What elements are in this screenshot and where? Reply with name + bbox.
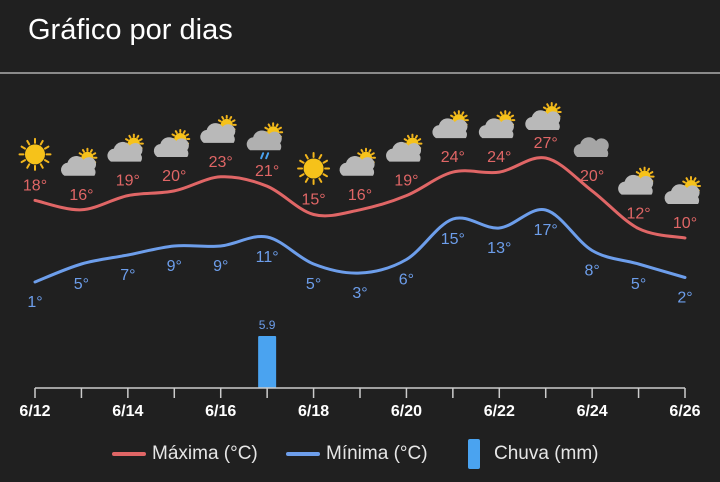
max-temp-label: 24° <box>487 149 511 166</box>
legend-item-rain: Chuva (mm) <box>468 436 599 472</box>
header-divider <box>0 72 720 74</box>
x-tick-label: 6/14 <box>112 403 143 420</box>
min-temp-label: 6° <box>399 272 414 289</box>
max-temp-label: 18° <box>23 177 47 194</box>
legend-label-max: Máxima (°C) <box>152 443 258 464</box>
legend-swatch-max <box>112 452 146 456</box>
cloud-sun-icon <box>664 176 701 204</box>
min-temp-label: 7° <box>120 267 135 284</box>
max-temp-label: 16° <box>348 187 372 204</box>
chart-legend: Máxima (°C) Mínima (°C) Chuva (mm) <box>0 436 720 472</box>
min-temp-label: 5° <box>306 276 321 293</box>
series-line-min <box>33 208 687 284</box>
x-tick-label: 6/16 <box>205 403 236 420</box>
legend-item-min: Mínima (°C) <box>286 436 428 472</box>
cloud-sun-icon <box>525 102 562 130</box>
max-temp-label: 19° <box>116 173 140 190</box>
max-temp-label: 27° <box>534 135 558 152</box>
cloud-sun-icon <box>153 128 191 157</box>
min-temp-label: 5° <box>74 276 89 293</box>
x-tick-label: 6/18 <box>298 403 329 420</box>
min-temp-label: 2° <box>677 290 692 307</box>
sun-icon <box>297 151 331 185</box>
legend-item-max: Máxima (°C) <box>112 436 258 472</box>
legend-label-min: Mínima (°C) <box>326 443 428 464</box>
min-temp-label: 5° <box>631 276 646 293</box>
x-tick-label: 6/22 <box>484 403 515 420</box>
max-temp-label: 16° <box>69 187 93 204</box>
x-tick-label: 6/26 <box>669 403 700 420</box>
max-temp-label: 23° <box>209 154 233 171</box>
min-temp-label: 17° <box>534 222 558 239</box>
cloud-sun-icon <box>432 110 469 139</box>
x-tick-label: 6/24 <box>577 403 608 420</box>
max-temp-label: 10° <box>673 215 697 232</box>
max-temp-label: 21° <box>255 163 279 180</box>
max-temp-label: 12° <box>626 206 650 223</box>
header: Gráfico por dias <box>0 0 720 72</box>
legend-swatch-min <box>286 452 320 456</box>
cloud-sun-icon <box>200 114 237 143</box>
min-temp-label: 3° <box>352 285 367 302</box>
cloud-sun-icon <box>60 147 98 176</box>
min-temp-label: 1° <box>27 294 42 311</box>
max-temp-label: 20° <box>162 168 186 185</box>
legend-swatch-rain <box>468 439 480 469</box>
min-temp-label: 13° <box>487 240 511 257</box>
x-tick-label: 6/12 <box>19 403 50 420</box>
max-temp-label: 19° <box>394 173 418 190</box>
min-temp-label: 15° <box>441 231 465 248</box>
rain-bar <box>258 336 277 388</box>
cloud-sun-icon <box>385 133 423 162</box>
max-temp-label: 15° <box>301 191 325 208</box>
series-line-max <box>33 156 687 240</box>
min-temp-label: 8° <box>584 263 599 280</box>
cloud-sun-icon <box>618 166 655 195</box>
cloud-sun-icon <box>339 147 376 176</box>
min-temp-label: 9° <box>213 258 228 275</box>
rain-value-label: 5.9 <box>259 318 276 332</box>
x-tick-label: 6/20 <box>391 403 422 420</box>
min-temp-label: 9° <box>167 258 182 275</box>
legend-label-rain: Chuva (mm) <box>494 443 599 464</box>
sun-icon <box>18 137 52 171</box>
min-temp-label: 11° <box>256 249 279 266</box>
temperature-chart: 18° 16° 19° 20° 23° 21° 15° 16° 19° 24° 24° 27° 20° 1… <box>18 102 701 420</box>
cloud-sun-icon <box>478 110 516 139</box>
max-temp-label: 20° <box>580 168 604 185</box>
cloud-icon <box>573 137 609 157</box>
rain-icon <box>246 122 284 160</box>
page-title: Gráfico por dias <box>28 14 233 46</box>
max-temp-label: 24° <box>441 149 465 166</box>
cloud-sun-icon <box>107 133 144 162</box>
